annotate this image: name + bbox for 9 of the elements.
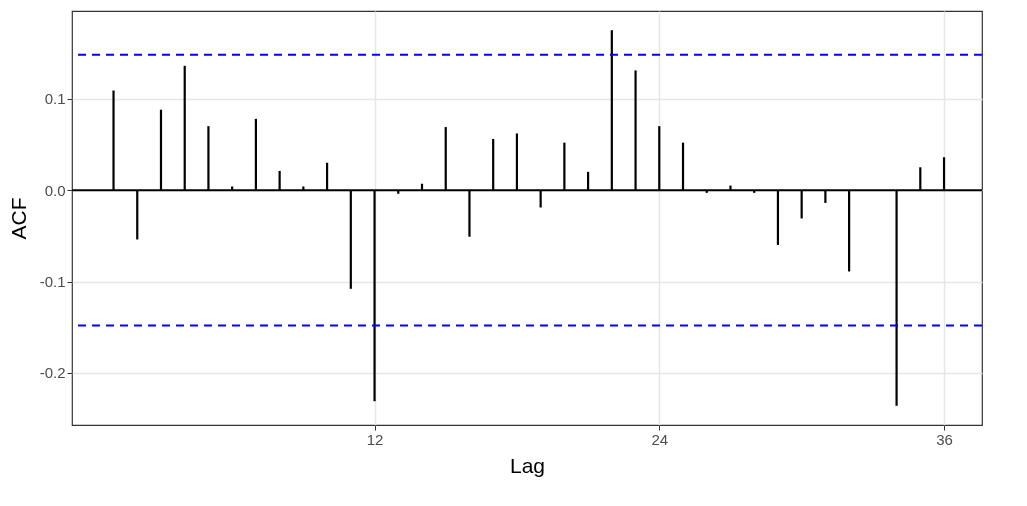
y-tick-label: -0.1: [39, 273, 66, 291]
x-tick-label: 12: [366, 430, 384, 448]
y-axis-title: ACF: [6, 197, 30, 240]
y-tick-label: -0.2: [39, 364, 66, 382]
y-tick-label: 0.1: [44, 90, 66, 108]
x-tick-label: 36: [936, 430, 953, 448]
x-tick-label: 24: [651, 430, 669, 448]
x-axis-title: Lag: [509, 453, 546, 477]
y-tick-label: 0.0: [44, 181, 66, 199]
